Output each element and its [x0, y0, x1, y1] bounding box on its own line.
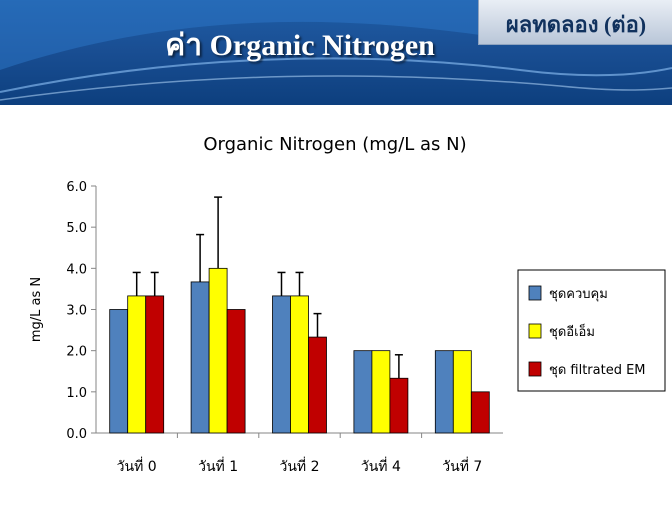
- bar: [127, 295, 147, 434]
- chart-axes: 0.0 1.0 2.0 3.0 4.0 5.0 6.0 วันที่ 0 วันที่ 1 วัน…: [66, 180, 503, 475]
- bar: [109, 309, 129, 434]
- section-tag-label: ผลทดลอง (ต่อ): [505, 12, 647, 37]
- x-tick-label: วันที่ 4: [361, 457, 401, 475]
- bar: [272, 295, 291, 434]
- chart-area: Organic Nitrogen (mg/L as N) mg/L as N 0…: [0, 105, 672, 504]
- bar: [208, 267, 228, 434]
- bar-chart: Organic Nitrogen (mg/L as N) mg/L as N 0…: [29, 134, 666, 475]
- section-tag: ผลทดลอง (ต่อ): [478, 0, 672, 45]
- header-banner: ค่า Organic Nitrogen ผลทดลอง (ต่อ): [0, 0, 672, 105]
- bar: [308, 336, 327, 434]
- legend-swatch: [528, 323, 542, 339]
- legend-box: [517, 269, 666, 392]
- bar: [145, 295, 165, 434]
- x-tick-label: วันที่ 2: [279, 457, 319, 475]
- legend-label: ชุด filtrated EM: [549, 363, 646, 378]
- bar: [452, 350, 472, 434]
- bar: [470, 391, 490, 434]
- slide-title: ค่า Organic Nitrogen: [165, 29, 435, 62]
- y-tick-label: 6.0: [66, 180, 87, 195]
- y-tick-label: 0.0: [66, 427, 87, 442]
- y-tick-label: 5.0: [66, 221, 87, 236]
- y-tick-label: 1.0: [66, 386, 87, 401]
- legend-swatch: [528, 361, 542, 377]
- x-tick-label: วันที่ 7: [442, 457, 482, 475]
- bar: [226, 309, 246, 434]
- bar: [190, 281, 210, 434]
- chart-bars: [109, 267, 490, 434]
- legend-swatch: [528, 285, 542, 301]
- chart-legend: ชุดควบคุมชุดอีเอ็มชุด filtrated EM: [517, 269, 666, 392]
- bar: [290, 295, 309, 434]
- legend-label: ชุดควบคุม: [549, 287, 608, 302]
- bar: [434, 350, 454, 434]
- chart-title: Organic Nitrogen (mg/L as N): [203, 134, 466, 155]
- x-tick-label: วันที่ 1: [198, 457, 238, 475]
- x-tick-label: วันที่ 0: [117, 457, 157, 475]
- legend-label: ชุดอีเอ็ม: [549, 322, 595, 340]
- bar: [371, 350, 391, 434]
- bar: [389, 377, 409, 434]
- chart-error-bars: [132, 196, 403, 379]
- y-tick-label: 3.0: [66, 304, 87, 319]
- y-tick-label: 2.0: [66, 345, 87, 360]
- y-axis-label: mg/L as N: [29, 277, 44, 342]
- y-tick-label: 4.0: [66, 262, 87, 277]
- bar: [353, 350, 373, 434]
